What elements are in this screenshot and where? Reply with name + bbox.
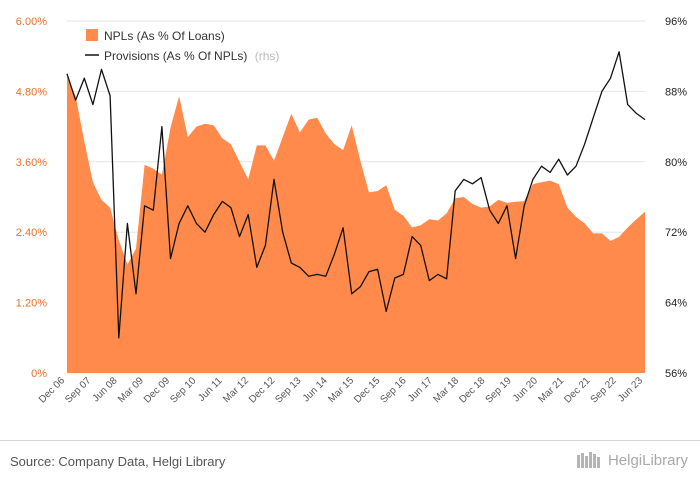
source-text: Source: Company Data, Helgi Library — [10, 454, 226, 469]
x-tick-label: Dec 12 — [247, 375, 277, 405]
right-tick-label: 64% — [665, 298, 687, 310]
legend-provisions-text: Provisions (As % Of NPLs) — [104, 49, 247, 63]
right-tick-label: 96% — [665, 16, 687, 28]
left-axis-ticks: 0% 1.20% 2.40% 3.60% 4.80% 6.00% — [16, 16, 47, 380]
right-tick-label: 80% — [665, 157, 687, 169]
x-tick-label: Jun 11 — [196, 375, 225, 404]
bookshelf-logo-icon — [576, 452, 600, 468]
x-tick-label: Sep 13 — [273, 375, 303, 405]
left-tick-label: 0% — [31, 368, 47, 380]
x-tick-label: Mar 18 — [431, 375, 461, 405]
footer: Source: Company Data, Helgi Library Helg… — [0, 440, 700, 484]
legend-npl-swatch — [86, 29, 98, 41]
x-tick-label: Mar 21 — [537, 375, 567, 405]
x-tick-label: Dec 21 — [562, 375, 592, 405]
x-tick-label: Sep 22 — [589, 375, 619, 405]
left-tick-label: 1.20% — [16, 298, 47, 310]
x-tick-label: Mar 12 — [221, 375, 251, 405]
x-tick-label: Jun 20 — [511, 375, 540, 404]
x-tick-label: Dec 15 — [352, 375, 382, 405]
left-tick-label: 3.60% — [16, 157, 47, 169]
x-tick-label: Mar 09 — [116, 375, 146, 405]
right-tick-label: 88% — [665, 86, 687, 98]
x-tick-label: Jun 08 — [91, 375, 120, 404]
x-tick-label: Mar 15 — [326, 375, 356, 405]
brand: HelgiLibrary — [576, 451, 688, 469]
x-tick-label: Sep 19 — [484, 375, 514, 405]
left-tick-label: 4.80% — [16, 86, 47, 98]
left-tick-label: 2.40% — [16, 227, 47, 239]
right-tick-label: 72% — [665, 227, 687, 239]
x-tick-label: Sep 07 — [63, 375, 93, 405]
legend: NPLs (As % Of Loans) Provisions (As % Of… — [85, 29, 279, 63]
brand-name: HelgiLibrary — [607, 451, 688, 469]
right-axis-ticks: 56% 64% 72% 80% 88% 96% — [665, 16, 687, 380]
provisions-line-series — [66, 51, 646, 339]
legend-provisions-label: Provisions (As % Of NPLs) (rhs) — [104, 49, 279, 63]
x-tick-label: Jun 17 — [406, 375, 435, 404]
x-tick-label: Dec 09 — [142, 375, 172, 405]
legend-npl-label: NPLs (As % Of Loans) — [104, 29, 225, 43]
x-tick-label: Sep 10 — [168, 375, 198, 405]
x-tick-label: Sep 16 — [378, 375, 408, 405]
npl-provisions-chart: 0% 1.20% 2.40% 3.60% 4.80% 6.00% 56% 64% 72% 80%… — [16, 16, 687, 406]
x-tick-label: Jun 14 — [301, 375, 330, 404]
right-tick-label: 56% — [665, 368, 687, 380]
x-tick-label: Jun 23 — [616, 375, 645, 404]
left-tick-label: 6.00% — [16, 16, 47, 28]
legend-provisions-suffix: (rhs) — [255, 49, 280, 63]
npl-area-series — [67, 76, 645, 373]
x-tick-label: Dec 18 — [457, 375, 487, 405]
